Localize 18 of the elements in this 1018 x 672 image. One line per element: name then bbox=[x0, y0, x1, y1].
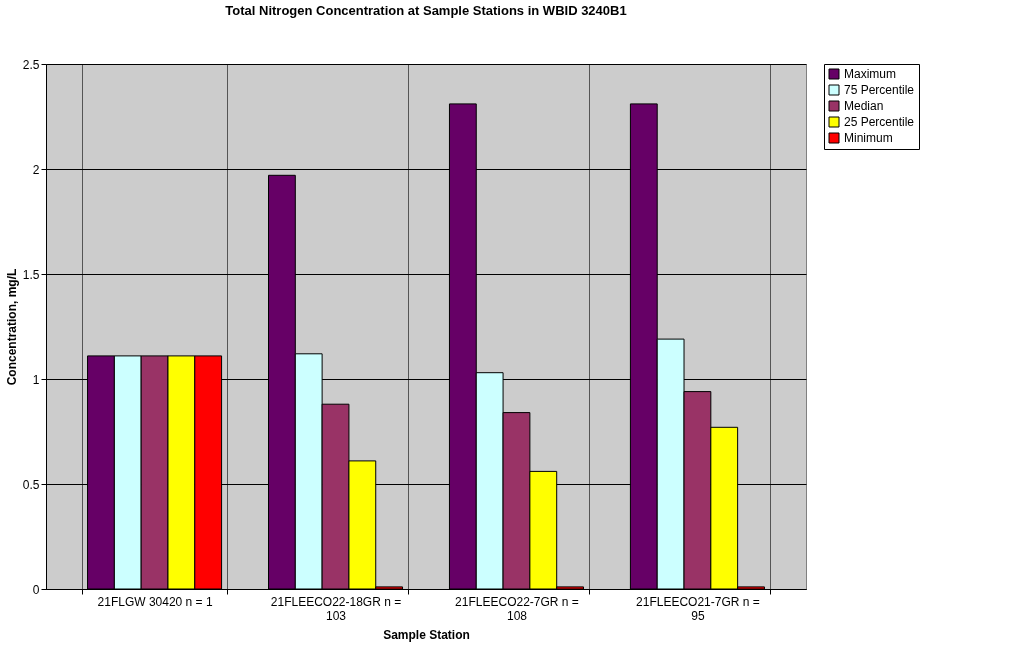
x-tick-label: 21FLEECO22-18GR n = 103 bbox=[270, 594, 402, 623]
y-tick-label: 1.5 bbox=[22, 267, 40, 282]
x-tick-label: 21FLEECO21-7GR n = 95 bbox=[636, 594, 760, 623]
y-tick-label: 0 bbox=[32, 582, 40, 597]
x-tick-label: 21FLGW 30420 n = 1 bbox=[97, 594, 213, 609]
chart-title: Total Nitrogen Concentration at Sample Stations in WBID 3240B1 bbox=[225, 3, 627, 18]
y-tick-label: 2.5 bbox=[22, 57, 40, 72]
x-axis-title: Sample Station bbox=[383, 627, 470, 642]
legend-label: 25 Percentile bbox=[844, 115, 915, 129]
y-tick-label: 0.5 bbox=[22, 477, 40, 492]
legend-label: Median bbox=[844, 99, 884, 113]
y-axis-title: Concentration, mg/L bbox=[4, 268, 19, 386]
x-tick-label: 21FLEECO22-7GR n = 108 bbox=[455, 594, 579, 623]
legend-label: Maximum bbox=[844, 67, 897, 81]
legend-label: 75 Percentile bbox=[844, 83, 915, 97]
legend-label: Minimum bbox=[844, 131, 893, 145]
y-tick-label: 2 bbox=[32, 162, 40, 177]
y-tick-label: 1 bbox=[32, 372, 40, 387]
